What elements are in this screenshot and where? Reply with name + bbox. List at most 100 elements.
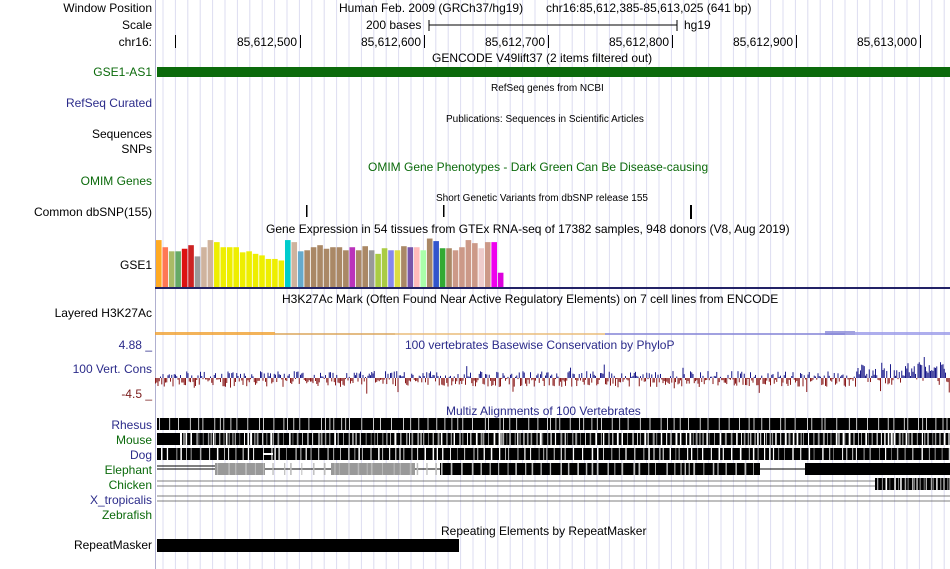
- gse1-as1-gene-bar[interactable]: [157, 67, 950, 77]
- gtex-tissue-bar[interactable]: [491, 242, 497, 287]
- phylop-bar: [773, 378, 775, 384]
- phylop-bar: [192, 378, 194, 382]
- gtex-tissue-bar[interactable]: [304, 250, 310, 287]
- phylop-bar: [806, 378, 808, 393]
- dbsnp-variant-ticks[interactable]: [155, 204, 950, 220]
- gse1-as1-label[interactable]: GSE1-AS1: [93, 65, 152, 79]
- gtex-tissue-bar[interactable]: [446, 248, 452, 287]
- species-label-mouse[interactable]: Mouse: [115, 433, 152, 447]
- gtex-tissue-bar[interactable]: [484, 242, 491, 287]
- gtex-tissue-bar[interactable]: [426, 238, 433, 287]
- gtex-tissue-bar[interactable]: [188, 245, 194, 287]
- phylop-bar: [673, 378, 675, 389]
- base-position-ruler[interactable]: 85,612,500 85,612,600 85,612,700 85,612,800…: [155, 32, 950, 52]
- phylop-bar: [547, 372, 549, 378]
- gtex-tissue-bar[interactable]: [252, 253, 259, 287]
- phylop-bar: [856, 371, 858, 378]
- species-label-rhesus[interactable]: Rhesus: [111, 418, 152, 432]
- gtex-tissue-bar[interactable]: [362, 246, 368, 287]
- phylop-bar: [261, 372, 263, 378]
- gtex-tissue-bar[interactable]: [246, 251, 252, 287]
- species-label-elephant[interactable]: Elephant: [104, 463, 152, 477]
- gtex-tissue-bar[interactable]: [420, 250, 427, 287]
- phylop-bar: [685, 378, 686, 380]
- species-label-chicken[interactable]: Chicken: [108, 478, 152, 492]
- repeat-element-bar[interactable]: [157, 539, 459, 552]
- layered-h3k27ac-label[interactable]: Layered H3K27Ac: [54, 306, 152, 320]
- gtex-tissue-bar[interactable]: [162, 247, 169, 287]
- phylop-label[interactable]: 100 Vert. Cons: [72, 362, 152, 376]
- common-dbsnp-label[interactable]: Common dbSNP(155): [33, 205, 152, 219]
- gtex-tissue-bar[interactable]: [259, 255, 265, 287]
- gtex-tissue-bar[interactable]: [265, 258, 272, 287]
- sequences-label[interactable]: Sequences: [91, 127, 152, 141]
- gtex-tissue-bar[interactable]: [459, 247, 465, 287]
- gtex-tissue-bar[interactable]: [201, 247, 207, 287]
- gtex-tissue-bar[interactable]: [194, 256, 201, 287]
- gtex-tissue-bar[interactable]: [233, 247, 239, 287]
- gtex-tissue-bar[interactable]: [220, 247, 227, 287]
- gtex-tissue-bar[interactable]: [291, 242, 298, 287]
- gtex-tissue-bar[interactable]: [401, 246, 407, 287]
- phylop-bar: [650, 378, 651, 387]
- gtex-tissue-bar[interactable]: [278, 260, 285, 287]
- gtex-tissue-bar[interactable]: [497, 272, 504, 287]
- phylop-bar: [337, 378, 339, 383]
- gtex-tissue-bar[interactable]: [297, 251, 304, 287]
- phylop-bar: [310, 378, 311, 382]
- multiz-alignment[interactable]: [155, 417, 950, 522]
- gtex-tissue-bar[interactable]: [433, 241, 439, 287]
- gtex-tissue-bar[interactable]: [439, 248, 446, 287]
- gtex-tissue-bar[interactable]: [343, 250, 349, 287]
- phylop-bar: [221, 373, 223, 378]
- gtex-tissue-bar[interactable]: [175, 251, 181, 287]
- gtex-tissue-bar[interactable]: [156, 240, 162, 287]
- phylop-bar: [930, 370, 931, 378]
- species-label-x-tropicalis[interactable]: X_tropicalis: [89, 493, 152, 507]
- gtex-tissue-bar[interactable]: [349, 247, 356, 287]
- gtex-tissue-bar[interactable]: [317, 245, 323, 287]
- gtex-tissue-bar[interactable]: [272, 258, 278, 287]
- phylop-bar: [915, 373, 916, 378]
- species-label-zebrafish[interactable]: Zebrafish: [101, 508, 152, 522]
- gtex-tissue-bar[interactable]: [323, 248, 330, 287]
- gtex-tissue-bar[interactable]: [310, 247, 317, 287]
- gse1-gtex-label[interactable]: GSE1: [119, 258, 152, 272]
- phylop-bar: [172, 378, 174, 387]
- gtex-tissue-bar[interactable]: [181, 248, 188, 287]
- gtex-bar-chart[interactable]: [155, 236, 555, 288]
- phylop-bar: [647, 378, 649, 380]
- phylop-bar: [526, 378, 528, 387]
- h3k27ac-signal[interactable]: [155, 328, 950, 336]
- repeatmasker-label[interactable]: RepeatMasker: [73, 538, 152, 552]
- gtex-tissue-bar[interactable]: [285, 240, 291, 287]
- gtex-tissue-bar[interactable]: [226, 247, 233, 287]
- snps-label[interactable]: SNPs: [121, 142, 152, 156]
- refseq-label[interactable]: RefSeq Curated: [65, 96, 152, 110]
- gtex-tissue-bar[interactable]: [336, 247, 343, 287]
- gtex-tissue-bar[interactable]: [330, 247, 336, 287]
- gtex-tissue-bar[interactable]: [214, 242, 220, 287]
- species-label-dog[interactable]: Dog: [129, 448, 152, 462]
- gtex-tissue-bar[interactable]: [355, 250, 362, 287]
- phylop-signal[interactable]: [155, 352, 950, 402]
- gtex-tissue-bar[interactable]: [168, 251, 175, 287]
- omim-genes-label[interactable]: OMIM Genes: [80, 174, 152, 188]
- phylop-bar: [530, 372, 531, 378]
- phylop-bar: [356, 372, 358, 378]
- gtex-tissue-bar[interactable]: [478, 248, 485, 287]
- gtex-tissue-bar[interactable]: [452, 250, 459, 287]
- gtex-tissue-bar[interactable]: [375, 253, 381, 287]
- gtex-tissue-bar[interactable]: [368, 250, 375, 287]
- gtex-tissue-bar[interactable]: [407, 247, 414, 287]
- gtex-tissue-bar[interactable]: [472, 243, 478, 287]
- gtex-tissue-bar[interactable]: [465, 240, 472, 287]
- gtex-tissue-bar[interactable]: [414, 247, 420, 287]
- gtex-tissue-bar[interactable]: [381, 248, 388, 287]
- gtex-tissue-bar[interactable]: [394, 250, 401, 287]
- gtex-tissue-bar[interactable]: [207, 240, 214, 287]
- gtex-tissue-bar[interactable]: [239, 252, 246, 287]
- gtex-tissue-bar[interactable]: [388, 250, 394, 287]
- phylop-bar: [706, 378, 708, 380]
